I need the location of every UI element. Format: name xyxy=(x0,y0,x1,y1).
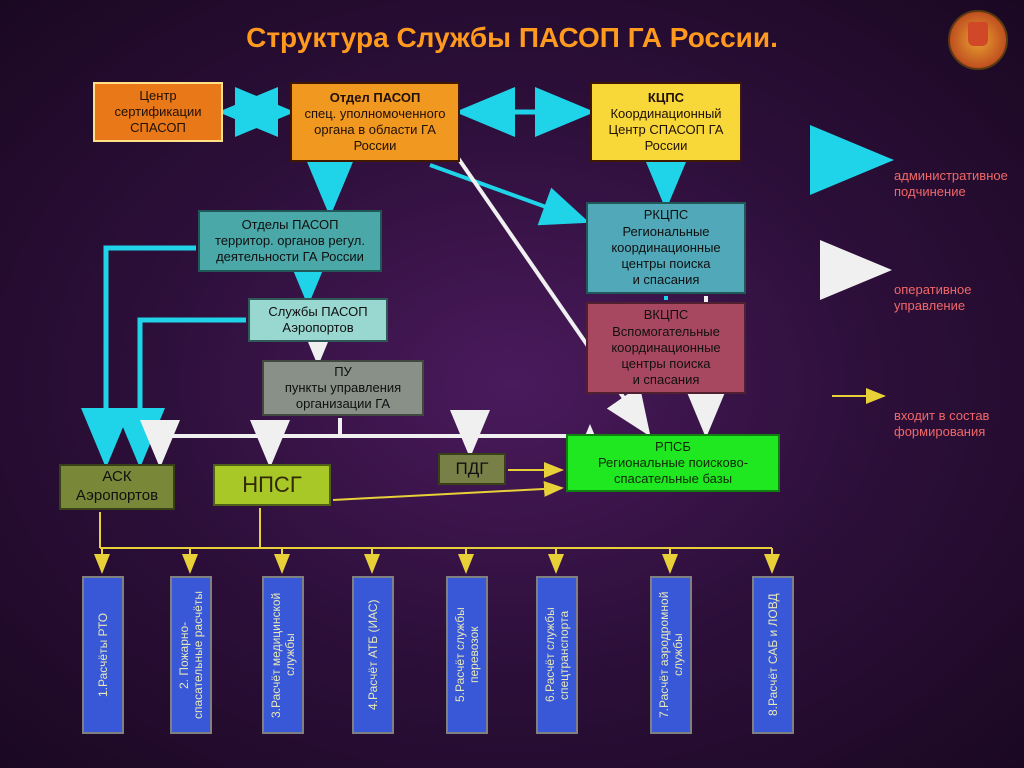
box-cert: ЦентрсертификацииСПАСОП xyxy=(93,82,223,142)
legend-admin: административное подчинение xyxy=(894,168,1024,199)
box-rpsb: РПСБРегиональные поисково-спасательные б… xyxy=(566,434,780,492)
calc-box-7: 7.Расчёт аэродромной службы xyxy=(650,576,692,734)
box-kcps: КЦПСКоординационныйЦентр СПАСОП ГАРоссии xyxy=(590,82,742,162)
page-title: Структура Службы ПАСОП ГА России. xyxy=(0,22,1024,54)
legend-form: входит в состав формирования xyxy=(894,408,1024,439)
box-ask: АСКАэропортов xyxy=(59,464,175,510)
box-vkcps: ВКЦПСВспомогательныекоординационныецентр… xyxy=(586,302,746,394)
box-npsg: НПСГ xyxy=(213,464,331,506)
box-rkcps: РКЦПСРегиональныекоординационныецентры п… xyxy=(586,202,746,294)
calc-box-4: 4.Расчёт АТБ (ИАС) xyxy=(352,576,394,734)
calc-box-6: 6.Расчёт службы спецтранспорта xyxy=(536,576,578,734)
legend-oper: оперативное управление xyxy=(894,282,1024,313)
calc-box-5: 5.Расчёт службы перевозок xyxy=(446,576,488,734)
calc-box-3: 3.Расчёт медицинской службы xyxy=(262,576,304,734)
box-pu: ПУпункты управленияорганизации ГА xyxy=(262,360,424,416)
box-sluzhby: Службы ПАСОПАэропортов xyxy=(248,298,388,342)
box-otdel: Отдел ПАСОПспец. уполномоченногооргана в… xyxy=(290,82,460,162)
box-otdely: Отделы ПАСОПтерритор. органов регул.деят… xyxy=(198,210,382,272)
calc-box-8: 8.Расчёт САБ и ЛОВД xyxy=(752,576,794,734)
calc-box-1: 1.Расчёты РТО xyxy=(82,576,124,734)
calc-box-2: 2. Пожарно- спасательные расчёты xyxy=(170,576,212,734)
box-pdg: ПДГ xyxy=(438,453,506,485)
